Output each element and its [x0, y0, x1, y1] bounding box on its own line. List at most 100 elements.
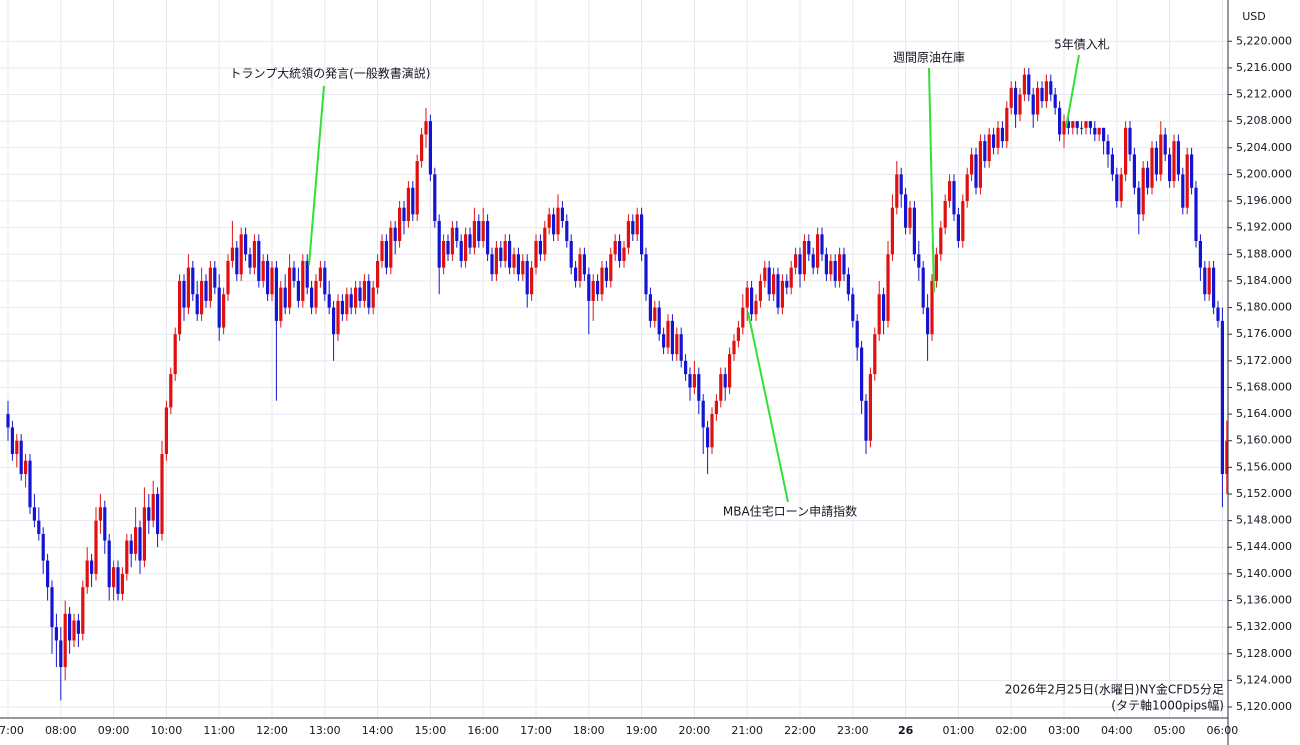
- candle-body: [376, 260, 380, 288]
- candle-body: [160, 454, 164, 534]
- candle-body: [776, 274, 780, 308]
- y-tick-label: 5,124.000: [1236, 673, 1292, 686]
- x-tick-label: 15:00: [415, 724, 447, 737]
- candle-body: [609, 254, 613, 281]
- candle-body: [516, 254, 520, 275]
- x-tick-label: 06:00: [1207, 724, 1239, 737]
- candle-body: [662, 334, 666, 348]
- candle-body: [978, 141, 982, 188]
- candle-body: [1110, 154, 1114, 175]
- candle-body: [1154, 147, 1158, 175]
- candle-body: [41, 533, 45, 561]
- candle-body: [147, 507, 151, 521]
- candle-body: [675, 334, 679, 355]
- candle-body: [200, 280, 204, 315]
- candle-body: [402, 207, 406, 222]
- candle-body: [754, 300, 758, 315]
- candle-body: [868, 374, 872, 441]
- candle-body: [538, 240, 542, 255]
- candle-body: [723, 374, 727, 388]
- candle-body: [1119, 174, 1123, 202]
- candle-body: [1132, 154, 1136, 188]
- candle-body: [851, 294, 855, 321]
- candle-body: [732, 340, 736, 355]
- candle-body: [1106, 141, 1110, 155]
- candle-body: [1124, 127, 1128, 175]
- candle-body: [692, 374, 696, 388]
- candle-body: [486, 221, 490, 255]
- candle-body: [1220, 320, 1224, 475]
- candle-body: [1009, 87, 1013, 108]
- candle-body: [811, 254, 815, 268]
- candle-body: [701, 400, 705, 428]
- candle-body: [1128, 127, 1132, 155]
- candle-body: [512, 254, 516, 268]
- candle-body: [1194, 187, 1198, 241]
- candle-body: [323, 267, 327, 295]
- candle-body: [824, 254, 828, 275]
- candle-body: [882, 294, 886, 321]
- candle-body: [468, 234, 472, 248]
- y-tick-label: 5,128.000: [1236, 647, 1292, 660]
- candle-body: [534, 240, 538, 268]
- candle-body: [1190, 154, 1194, 188]
- candle-body: [257, 240, 261, 281]
- candle-body: [1018, 94, 1022, 115]
- candle-body: [499, 247, 503, 261]
- candle-body: [1225, 440, 1229, 475]
- x-tick-label: 12:00: [256, 724, 288, 737]
- x-tick-label: 09:00: [98, 724, 130, 737]
- candle-body: [1005, 107, 1009, 142]
- currency-label[interactable]: USD: [1242, 10, 1266, 23]
- y-tick-label: 5,144.000: [1236, 540, 1292, 553]
- candle-body: [68, 613, 72, 641]
- candle-body: [582, 254, 586, 275]
- candle-body: [1062, 121, 1066, 135]
- candle-body: [640, 214, 644, 255]
- candle-body: [587, 274, 591, 301]
- y-tick-label: 5,184.000: [1236, 274, 1292, 287]
- candle-body: [54, 627, 58, 641]
- candle-body: [1058, 107, 1062, 135]
- candle-body: [750, 287, 754, 315]
- candle-body: [173, 334, 177, 375]
- candle-body: [1088, 121, 1092, 128]
- candle-body: [873, 334, 877, 375]
- candle-body: [195, 294, 199, 315]
- candle-body: [939, 227, 943, 255]
- candle-body: [490, 254, 494, 275]
- candle-body: [459, 240, 463, 261]
- candle-body: [32, 507, 36, 521]
- candle-body: [552, 214, 556, 235]
- candle-body: [908, 207, 912, 228]
- candle-body: [1172, 141, 1176, 182]
- y-tick-label: 5,148.000: [1236, 514, 1292, 527]
- candle-body: [1097, 127, 1101, 135]
- x-tick-label: 14:00: [362, 724, 394, 737]
- candle-body: [596, 280, 600, 295]
- candle-body: [380, 240, 384, 261]
- candle-body: [261, 260, 265, 281]
- candle-body: [1168, 154, 1172, 182]
- candle-body: [631, 221, 635, 235]
- candle-body: [226, 260, 230, 295]
- candle-body: [103, 507, 107, 541]
- candle-body: [644, 254, 648, 295]
- candle-body: [930, 280, 934, 335]
- candle-body: [503, 240, 507, 261]
- candle-body: [618, 240, 622, 261]
- candle-body: [1115, 174, 1119, 202]
- candle-body: [318, 267, 322, 281]
- candle-body: [327, 294, 331, 308]
- candle-body: [521, 260, 525, 275]
- candle-body: [657, 307, 661, 335]
- candle-body: [943, 201, 947, 228]
- candle-body: [1150, 147, 1154, 188]
- candle-body: [398, 207, 402, 241]
- candle-body: [1031, 94, 1035, 115]
- annotation-line: [1065, 54, 1080, 129]
- candle-body: [1137, 187, 1141, 215]
- x-tick-label: 08:00: [45, 724, 77, 737]
- candle-body: [296, 280, 300, 301]
- candle-body: [134, 527, 138, 554]
